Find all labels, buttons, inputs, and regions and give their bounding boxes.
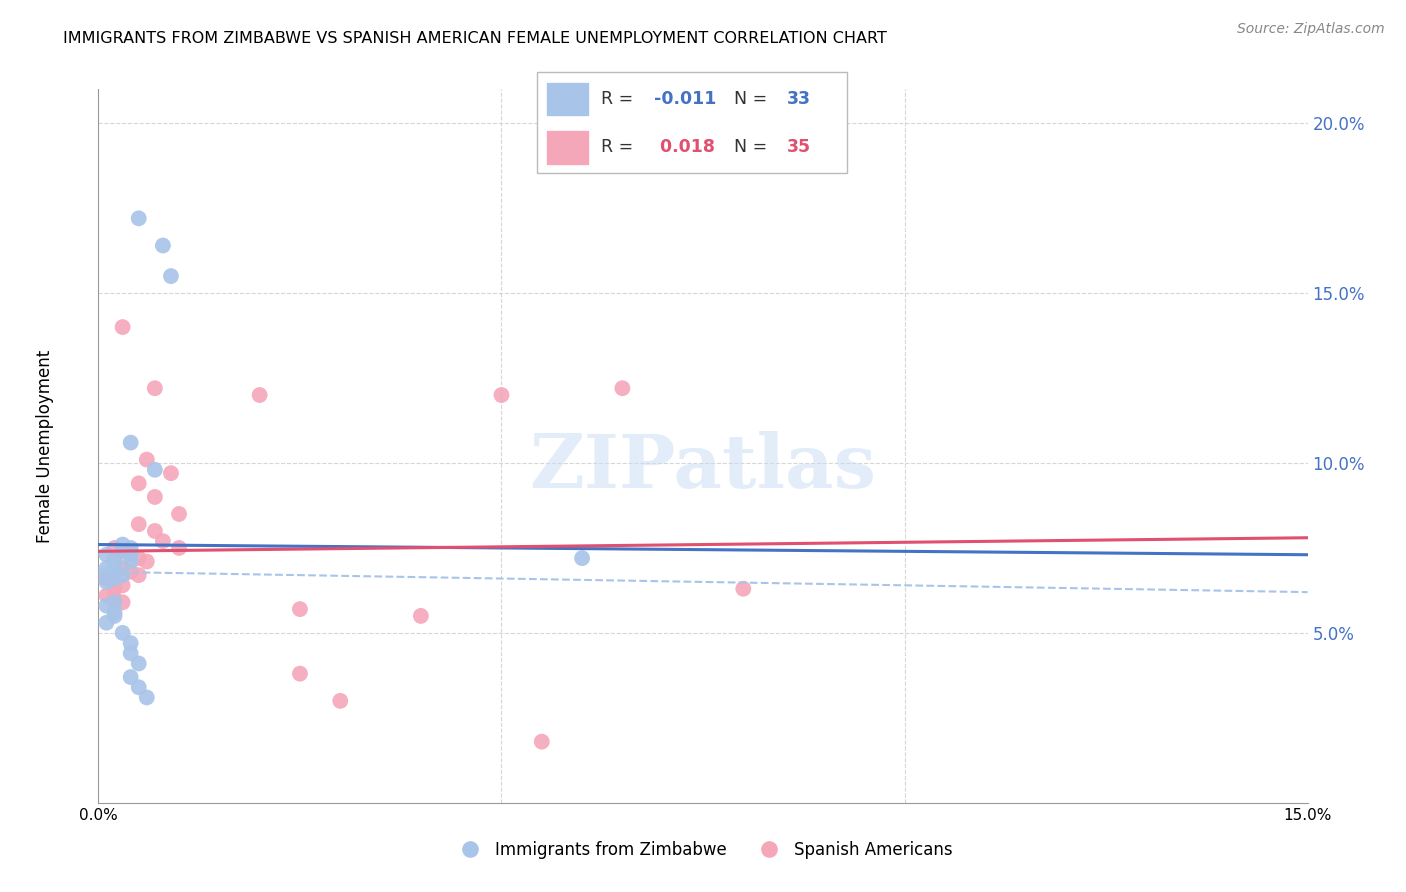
Point [530,734,553,748]
Point [167,541,190,555]
Point [160,466,183,480]
Point [96,574,118,589]
Point [135,690,157,705]
Point [96,572,118,586]
Point [96,599,118,613]
Point [111,578,134,592]
Point [143,524,166,538]
Point [571,551,593,566]
Point [288,666,311,681]
Point [103,558,125,572]
Text: Female Unemployment: Female Unemployment [37,350,53,542]
Point [120,555,142,569]
Point [120,636,142,650]
Point [143,490,166,504]
Point [120,435,142,450]
Point [111,544,134,558]
Bar [547,83,588,115]
Point [103,608,125,623]
Text: 33: 33 [787,90,811,108]
Point [128,476,150,491]
Point [111,544,134,558]
Point [111,568,134,582]
Point [120,565,142,579]
Point [135,555,157,569]
Point [103,582,125,596]
Point [128,211,150,226]
Point [111,561,134,575]
Point [103,574,125,589]
Text: 0.018: 0.018 [654,138,716,156]
Point [103,606,125,620]
Point [128,517,150,532]
Point [135,452,157,467]
Point [128,680,150,694]
Point [103,565,125,579]
Text: ZIPatlas: ZIPatlas [530,431,876,504]
Point [103,555,125,569]
Point [111,320,134,334]
Point [111,595,134,609]
Point [329,694,352,708]
Point [103,572,125,586]
Point [96,568,118,582]
Point [249,388,271,402]
Point [103,595,125,609]
Point [96,615,118,630]
Point [152,238,174,252]
Point [96,589,118,603]
Point [120,541,142,555]
Point [120,646,142,660]
Point [491,388,513,402]
Text: 35: 35 [787,138,811,156]
Bar [547,131,588,163]
Text: N =: N = [734,90,772,108]
Point [733,582,755,596]
Point [612,381,634,395]
Point [160,269,183,284]
Point [288,602,311,616]
Point [120,548,142,562]
Point [152,534,174,549]
Text: R =: R = [600,90,638,108]
Legend: Immigrants from Zimbabwe, Spanish Americans: Immigrants from Zimbabwe, Spanish Americ… [447,835,959,866]
Text: IMMIGRANTS FROM ZIMBABWE VS SPANISH AMERICAN FEMALE UNEMPLOYMENT CORRELATION CHA: IMMIGRANTS FROM ZIMBABWE VS SPANISH AMER… [63,31,887,46]
Text: R =: R = [600,138,638,156]
Point [143,381,166,395]
Point [111,626,134,640]
Point [128,568,150,582]
Point [96,548,118,562]
Point [103,541,125,555]
Text: Source: ZipAtlas.com: Source: ZipAtlas.com [1237,22,1385,37]
Point [103,551,125,566]
Point [96,561,118,575]
Point [120,548,142,562]
Point [143,463,166,477]
Point [111,537,134,551]
Point [128,551,150,566]
Point [120,670,142,684]
Point [103,591,125,606]
Point [167,507,190,521]
Text: -0.011: -0.011 [654,90,717,108]
FancyBboxPatch shape [537,72,848,173]
Point [409,608,432,623]
Point [128,657,150,671]
Text: N =: N = [734,138,772,156]
